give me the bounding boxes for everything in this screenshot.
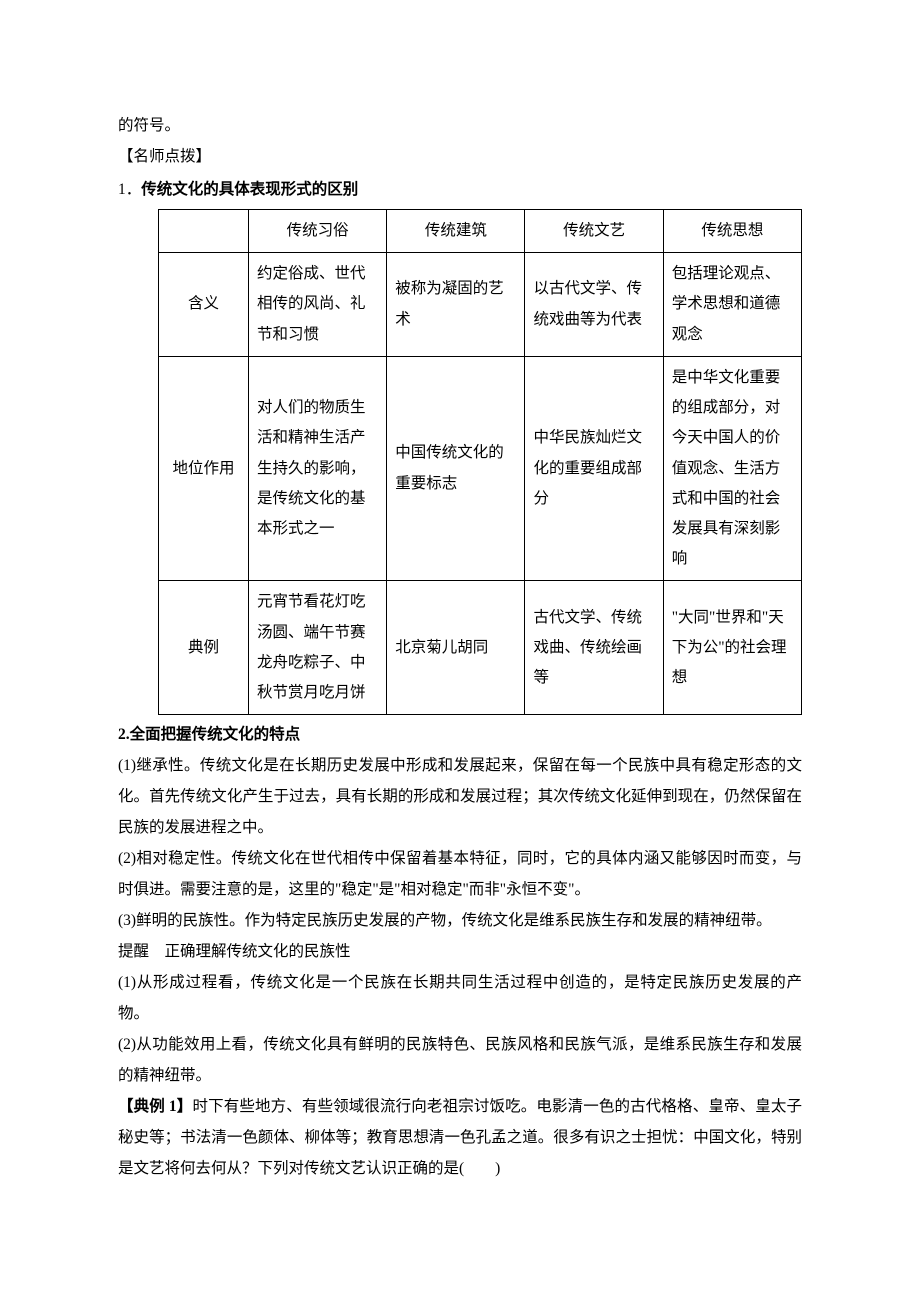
table-cell: 包括理论观点、学术思想和道德观念 [663,253,801,357]
table-cell: 中国传统文化的重要标志 [387,356,525,581]
table-cell: 古代文学、传统戏曲、传统绘画等 [525,581,663,715]
table-cell: 是中华文化重要的组成部分，对今天中国人的价值观念、生活方式和中国的社会发展具有深… [663,356,801,581]
reminder-p1: (1)从形成过程看，传统文化是一个民族在长期共同生活过程中创造的，是特定民族历史… [118,967,802,1029]
annotation-label: 【名师点拨】 [118,141,802,172]
example-paragraph: 【典例 1】时下有些地方、有些领域很流行向老祖宗讨饭吃。电影清一色的古代格格、皇… [118,1091,802,1184]
table-cell: 北京菊儿胡同 [387,581,525,715]
table-cell: 中华民族灿烂文化的重要组成部分 [525,356,663,581]
table-row: 典例 元宵节看花灯吃汤圆、端午节赛龙舟吃粽子、中秋节赏月吃月饼 北京菊儿胡同 古… [159,581,802,715]
reminder-p2: (2)从功能效用上看，传统文化具有鲜明的民族特色、民族风格和民族气派，是维系民族… [118,1029,802,1091]
section2-p2: (2)相对稳定性。传统文化在世代相传中保留着基本特征，同时，它的具体内涵又能够因… [118,843,802,905]
table-cell: 约定俗成、世代相传的风尚、礼节和习惯 [249,253,387,357]
section2-title: 2.全面把握传统文化的特点 [118,719,802,750]
continuation-line: 的符号。 [118,110,802,141]
table-header-cell: 传统思想 [663,210,801,253]
document-page: 的符号。 【名师点拨】 1．传统文化的具体表现形式的区别 传统习俗 传统建筑 传… [0,0,920,1234]
table-cell: 被称为凝固的艺术 [387,253,525,357]
section1-title-text: 传统文化的具体表现形式的区别 [141,181,358,198]
table-header-cell: 传统习俗 [249,210,387,253]
reminder-label: 提醒 [118,943,149,960]
table-cell: 对人们的物质生活和精神生活产生持久的影响，是传统文化的基本形式之一 [249,356,387,581]
comparison-table: 传统习俗 传统建筑 传统文艺 传统思想 含义 约定俗成、世代相传的风尚、礼节和习… [158,209,802,715]
section1-num: 1． [118,181,141,198]
table-header-cell: 传统建筑 [387,210,525,253]
table-row-label: 典例 [159,581,249,715]
table-row-label: 含义 [159,253,249,357]
table-cell: 元宵节看花灯吃汤圆、端午节赛龙舟吃粽子、中秋节赏月吃月饼 [249,581,387,715]
table-row: 含义 约定俗成、世代相传的风尚、礼节和习惯 被称为凝固的艺术 以古代文学、传统戏… [159,253,802,357]
section1-title: 1．传统文化的具体表现形式的区别 [118,174,802,205]
table-cell: 以古代文学、传统戏曲等为代表 [525,253,663,357]
section2-p1: (1)继承性。传统文化是在长期历史发展中形成和发展起来，保留在每一个民族中具有稳… [118,750,802,843]
table-row: 地位作用 对人们的物质生活和精神生活产生持久的影响，是传统文化的基本形式之一 中… [159,356,802,581]
table-row-label: 地位作用 [159,356,249,581]
reminder-text: 正确理解传统文化的民族性 [149,943,351,960]
example-text: 时下有些地方、有些领域很流行向老祖宗讨饭吃。电影清一色的古代格格、皇帝、皇太子秘… [118,1098,802,1177]
example-label: 【典例 1】 [118,1098,192,1115]
table-header-cell: 传统文艺 [525,210,663,253]
table-cell: "大同"世界和"天下为公"的社会理想 [663,581,801,715]
section2-p3: (3)鲜明的民族性。作为特定民族历史发展的产物，传统文化是维系民族生存和发展的精… [118,905,802,936]
table-header-cell [159,210,249,253]
table-header-row: 传统习俗 传统建筑 传统文艺 传统思想 [159,210,802,253]
reminder-line: 提醒 正确理解传统文化的民族性 [118,936,802,967]
